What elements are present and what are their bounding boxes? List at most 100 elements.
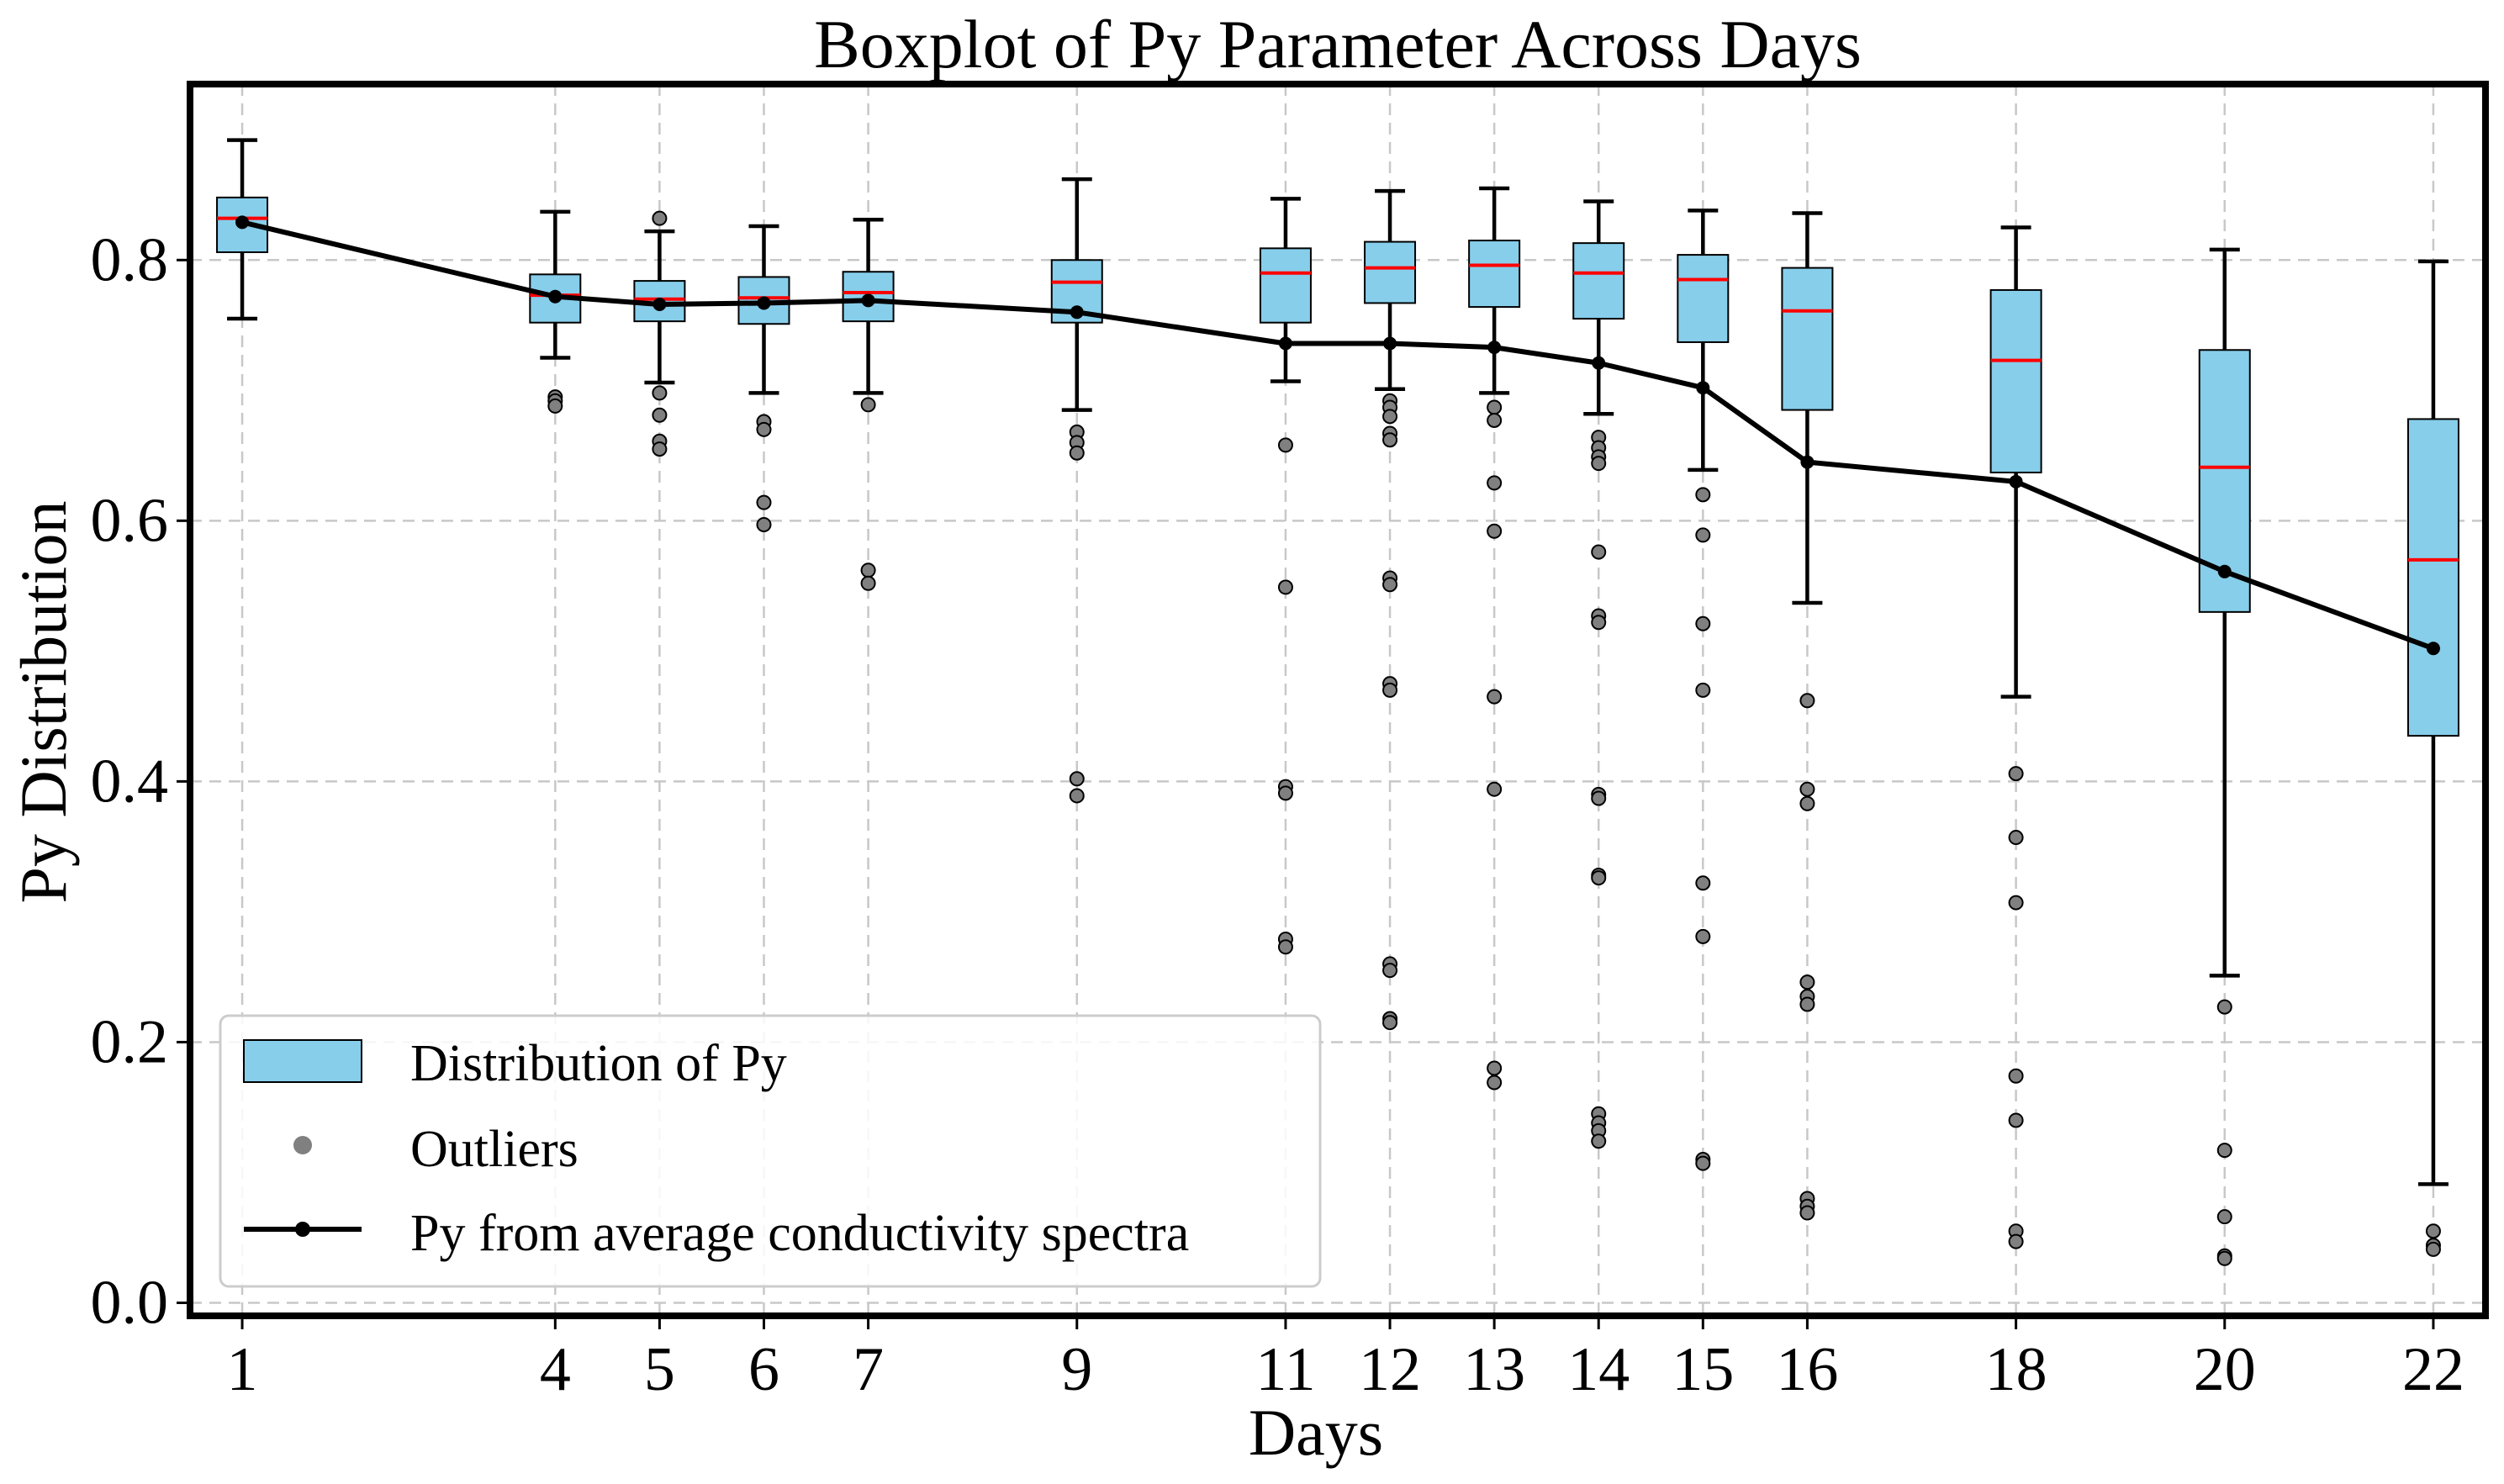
outlier-point	[2216, 1209, 2232, 1225]
outlier-point	[1382, 577, 1398, 593]
average-line-point	[2426, 642, 2440, 656]
x-tick-label: 15	[1672, 1335, 1734, 1404]
x-tick-label: 4	[540, 1335, 571, 1404]
outlier-point	[1487, 523, 1503, 539]
average-line-point	[1383, 336, 1397, 351]
y-tick-label: 0.4	[91, 747, 169, 816]
outlier-point	[2216, 1143, 2232, 1159]
y-axis-label: Py Distribution	[7, 501, 80, 904]
outlier-point	[1487, 1075, 1503, 1091]
average-line-point	[652, 297, 667, 311]
outlier-point	[2008, 1112, 2024, 1128]
box-day-13	[1468, 240, 1521, 309]
average-line-point	[757, 296, 771, 310]
x-tick-label: 14	[1567, 1335, 1630, 1404]
outlier-point	[1382, 432, 1398, 448]
legend: Distribution of Py Outliers Py from aver…	[219, 1014, 1322, 1288]
outlier-point	[1277, 579, 1293, 595]
outlier-point	[1277, 939, 1293, 955]
outlier-point	[2008, 830, 2024, 846]
outlier-point	[652, 210, 668, 226]
average-line-point	[1800, 455, 1815, 469]
outlier-point	[1487, 781, 1503, 797]
outlier-point	[1799, 781, 1815, 797]
average-line-point	[2009, 474, 2023, 489]
outlier-point	[860, 562, 876, 578]
y-tick-label: 0.6	[91, 486, 169, 555]
x-tick-label: 22	[2402, 1335, 2464, 1404]
outlier-point	[1069, 788, 1085, 804]
outlier-point	[1487, 475, 1503, 491]
average-line-point	[1696, 381, 1710, 395]
average-line-point	[1592, 356, 1606, 370]
outlier-point	[652, 441, 668, 457]
outlier-point	[1799, 974, 1815, 990]
outlier-point	[1591, 870, 1607, 886]
outlier-point	[1487, 1060, 1503, 1076]
outlier-point	[756, 421, 772, 437]
y-tick-label: 0.8	[91, 225, 169, 294]
outlier-point	[1069, 771, 1085, 787]
outlier-point	[652, 407, 668, 423]
outlier-point	[2008, 1068, 2024, 1084]
outlier-point	[1591, 544, 1607, 560]
outlier-point	[1487, 689, 1503, 705]
outlier-point	[1799, 795, 1815, 811]
outlier-point	[1695, 527, 1711, 543]
x-tick-label: 6	[748, 1335, 779, 1404]
x-tick-label: 12	[1359, 1335, 1421, 1404]
box-day-14	[1572, 242, 1625, 320]
x-tick-label: 18	[1985, 1335, 2047, 1404]
outlier-point	[1799, 1205, 1815, 1221]
outlier-point	[1382, 1015, 1398, 1031]
outlier-point	[1382, 409, 1398, 425]
outliers	[547, 210, 2441, 1266]
legend-line-marker	[295, 1222, 310, 1237]
average-line-point	[861, 293, 875, 308]
box-day-18	[1989, 288, 2042, 473]
outlier-point	[2008, 766, 2024, 782]
outlier-point	[860, 397, 876, 413]
outlier-point	[1799, 693, 1815, 709]
outlier-point	[1382, 963, 1398, 979]
x-tick-label: 9	[1061, 1335, 1092, 1404]
box-day-15	[1677, 254, 1730, 343]
average-line-point	[1278, 336, 1292, 351]
outlier-point	[756, 494, 772, 510]
average-line-point	[548, 289, 563, 304]
box-day-11	[1259, 247, 1312, 324]
legend-label-average: Py from average conductivity spectra	[410, 1205, 1189, 1262]
axis-ticks: 0.00.20.40.60.81 4 5 6 7 9 11 12 13 14 15 16 18 20 22	[91, 225, 2464, 1404]
average-line-point	[2217, 564, 2232, 578]
x-tick-label: 5	[644, 1335, 675, 1404]
legend-frame	[219, 1014, 1322, 1288]
outlier-point	[1695, 682, 1711, 698]
boxes	[216, 196, 2459, 737]
outlier-point	[1277, 785, 1293, 801]
average-line	[235, 215, 2440, 656]
y-tick-label: 0.0	[91, 1268, 169, 1337]
x-tick-label: 16	[1776, 1335, 1838, 1404]
outlier-point	[1695, 615, 1711, 631]
outlier-point	[1695, 1155, 1711, 1171]
x-tick-label: 1	[227, 1335, 258, 1404]
box-day-7	[842, 271, 895, 323]
outlier-point	[1487, 412, 1503, 428]
outlier-point	[860, 575, 876, 591]
outlier-point	[2216, 999, 2232, 1015]
x-tick-label: 13	[1463, 1335, 1525, 1404]
x-axis-label: Days	[1249, 1396, 1383, 1469]
outlier-point	[652, 385, 668, 401]
x-tick-label: 11	[1255, 1335, 1315, 1404]
outlier-point	[1487, 399, 1503, 415]
outlier-point	[1695, 875, 1711, 891]
outlier-point	[1591, 615, 1607, 631]
y-tick-label: 0.2	[91, 1007, 169, 1076]
outlier-point	[2425, 1223, 2441, 1239]
legend-outlier-dot	[293, 1136, 312, 1154]
outlier-point	[2216, 1250, 2232, 1266]
outlier-point	[1591, 790, 1607, 806]
outlier-point	[2008, 1233, 2024, 1249]
outlier-point	[2425, 1241, 2441, 1257]
